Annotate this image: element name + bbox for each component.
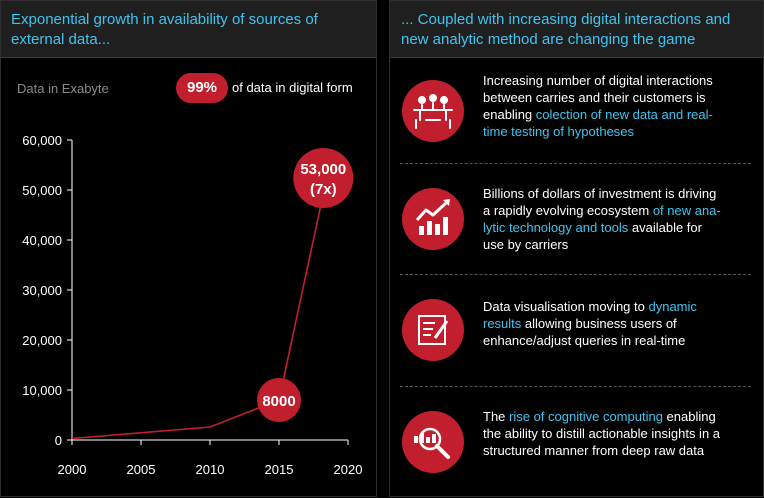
capability-text-line: a rapidly evolving ecosystem of new ana- [483,202,753,219]
capability-text-line: time testing of hypotheses [483,123,753,140]
y-tick-label: 20,000 [22,333,62,348]
data-label: 8000 [262,393,295,410]
body-text: available for [628,220,702,235]
y-tick-label: 0 [55,433,62,448]
digital-form-label: of data in digital form [232,80,353,95]
capability-text-line: Billions of dollars of investment is dri… [483,185,753,202]
capability-text: Data visualisation moving to dynamic resu… [483,298,753,349]
highlighted-text: dynamic [648,299,697,314]
body-text: between carries and their customers is [483,90,706,105]
data-label: 53,000 [300,161,346,178]
right-panel: ... Coupled with increasing digital inte… [389,0,764,497]
capability-text: Increasing number of digital interaction… [483,72,753,140]
highlighted-text: colection of new data and real- [535,107,713,122]
capability-text-line: enabling colection of new data and real- [483,106,753,123]
capability-text-line: between carries and their customers is [483,89,753,106]
data-unit-label: Data in Exabyte [17,81,109,96]
body-text: Increasing number of digital interaction… [483,73,713,88]
capability-item: The rise of cognitive computing enabling… [390,386,763,498]
highlighted-text: of new ana- [652,203,721,218]
meeting-people-icon [402,79,464,142]
body-text: enabling [662,409,716,424]
x-tick-label: 2005 [127,462,156,477]
body-text: enhance/adjust queries in real-time [483,333,686,348]
series-line [71,174,329,440]
body-text: Data visualisation moving to [483,299,649,314]
capability-item: Increasing number of digital interaction… [390,58,763,163]
digital-percent-badge: 99% [176,73,228,103]
capability-text-line: the ability to distill actionable insigh… [483,425,753,442]
capability-text-line: enhance/adjust queries in real-time [483,332,753,349]
body-text: enabling [483,107,536,122]
capability-text-line: structured manner from deep raw data [483,442,753,459]
left-title-line1: Exponential growth in availability of so… [11,11,318,28]
highlighted-text: results [483,316,522,331]
y-tick-label: 60,000 [22,133,62,148]
data-label: (7x) [310,181,337,198]
body-text: structured manner from deep raw data [483,443,705,458]
capability-text-line: The rise of cognitive computing enabling [483,408,753,425]
edit-document-icon [402,299,464,361]
body-text: Billions of dollars of investment is dri… [483,186,717,201]
capability-text-line: results allowing business users of [483,315,753,332]
y-tick-label: 10,000 [22,383,62,398]
highlighted-text: rise of cognitive computing [509,409,663,424]
body-text: the ability to distill actionable insigh… [483,426,721,441]
left-panel-header: Exponential growth in availability of so… [1,1,376,58]
capability-text: The rise of cognitive computing enabling… [483,408,753,459]
capability-text-line: Increasing number of digital interaction… [483,72,753,89]
list-divider [400,386,751,387]
highlighted-text: lytic technology and tools [483,220,629,235]
left-title-line2: external data... [11,31,111,48]
data-label-bubble [257,378,301,422]
data-label-bubble [293,148,354,208]
x-tick-label: 2010 [196,462,225,477]
list-divider [400,274,751,275]
x-tick-label: 2000 [58,462,87,477]
magnifier-chart-icon [402,411,464,473]
growth-chart-icon [402,187,464,250]
capability-item: Billions of dollars of investment is dri… [390,163,763,274]
growth-chart: 0 10,000 20,000 30,000 40,000 50,000 60,000 200… [22,133,363,477]
body-text: use by carriers [483,237,569,252]
y-tick-label: 40,000 [22,233,62,248]
capability-item: Data visualisation moving to dynamic resu… [390,274,763,386]
right-panel-header: ... Coupled with increasing digital inte… [390,1,763,58]
list-divider [400,163,751,164]
capability-text-line: use by carriers [483,236,753,253]
x-tick-label: 2015 [265,462,294,477]
right-title-line2: new analytic method are changing the gam… [401,31,696,48]
y-tick-label: 30,000 [22,283,62,298]
left-panel: Exponential growth in availability of so… [0,0,377,497]
x-tick-label: 2020 [334,462,363,477]
highlighted-text: time testing of hypotheses [483,124,635,139]
capability-text-line: Data visualisation moving to dynamic [483,298,753,315]
body-text: a rapidly evolving ecosystem [483,203,653,218]
capability-text: Billions of dollars of investment is dri… [483,185,753,253]
right-title-line1: ... Coupled with increasing digital inte… [401,11,731,28]
body-text: The [483,409,510,424]
capability-text-line: lytic technology and tools available for [483,219,753,236]
y-tick-label: 50,000 [22,183,62,198]
body-text: allowing business users of [521,316,677,331]
